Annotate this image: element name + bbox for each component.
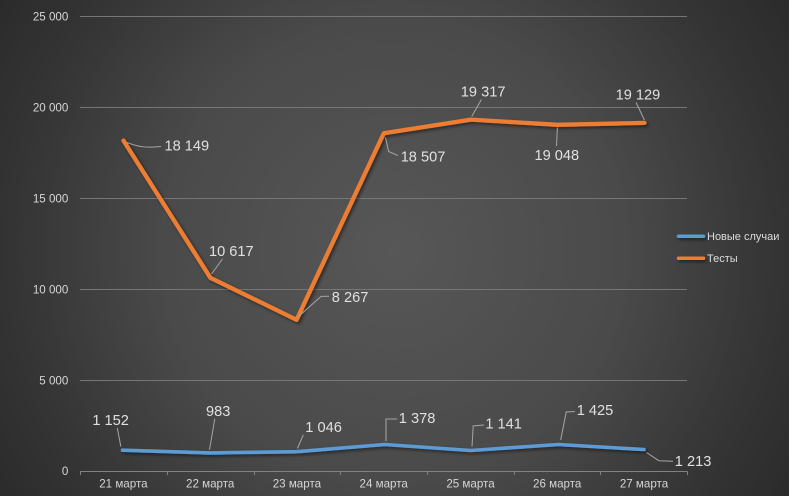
svg-text:0: 0 [62, 465, 68, 478]
svg-text:26 марта: 26 марта [533, 478, 582, 491]
svg-text:21 марта: 21 марта [99, 478, 148, 491]
svg-text:18 507: 18 507 [401, 149, 446, 165]
svg-text:983: 983 [206, 404, 230, 420]
svg-text:19 129: 19 129 [616, 88, 661, 104]
svg-text:19 317: 19 317 [461, 85, 506, 101]
svg-text:18 149: 18 149 [165, 138, 210, 154]
svg-text:19 048: 19 048 [535, 148, 580, 164]
svg-text:1 046: 1 046 [305, 420, 342, 436]
svg-text:23 марта: 23 марта [273, 478, 322, 491]
svg-text:25 000: 25 000 [33, 11, 68, 24]
svg-text:27 марта: 27 марта [620, 478, 669, 491]
svg-text:20 000: 20 000 [33, 102, 68, 115]
svg-text:Новые случаи: Новые случаи [707, 231, 779, 243]
svg-text:1 213: 1 213 [675, 454, 712, 470]
svg-text:1 152: 1 152 [92, 413, 129, 429]
svg-text:1 141: 1 141 [485, 417, 522, 433]
svg-text:5 000: 5 000 [39, 375, 68, 388]
svg-text:15 000: 15 000 [33, 193, 68, 206]
svg-text:10 617: 10 617 [209, 244, 254, 260]
svg-text:24 марта: 24 марта [360, 478, 409, 491]
svg-text:22 марта: 22 марта [186, 478, 235, 491]
svg-text:1 425: 1 425 [577, 403, 614, 419]
svg-text:Тесты: Тесты [707, 253, 738, 265]
svg-text:1 378: 1 378 [399, 411, 436, 427]
svg-text:25 марта: 25 марта [446, 478, 495, 491]
svg-text:8 267: 8 267 [332, 290, 369, 306]
svg-text:10 000: 10 000 [33, 284, 68, 297]
